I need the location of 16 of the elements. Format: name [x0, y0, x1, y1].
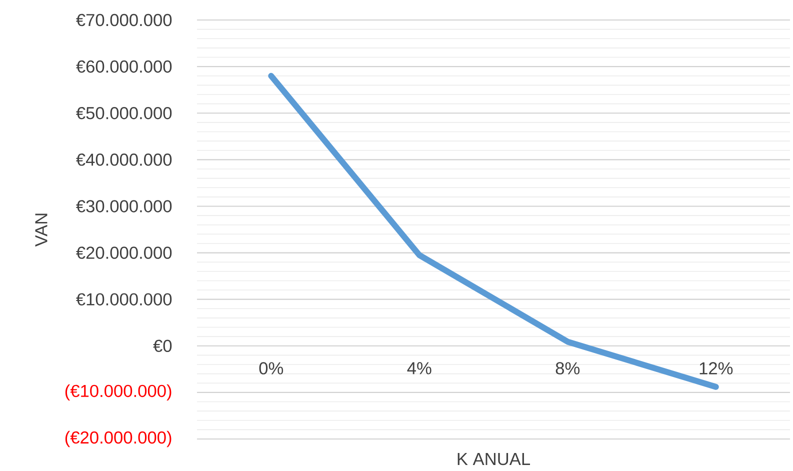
- x-axis-title: K ANUAL: [458, 453, 530, 466]
- x-tick-label: 4%: [407, 362, 432, 374]
- y-tick-label: €70.000.000: [76, 14, 172, 26]
- y-tick-label: €40.000.000: [76, 154, 172, 166]
- x-tick-label: 8%: [556, 362, 580, 374]
- y-tick-label: €20.000.000: [76, 246, 172, 259]
- y-tick-label: (€10.000.000): [65, 384, 172, 401]
- y-tick-label: €0: [153, 340, 172, 352]
- y-tick-label: €50.000.000: [76, 107, 172, 120]
- y-tick-label: €60.000.000: [76, 60, 172, 73]
- y-tick-label: €30.000.000: [76, 200, 172, 212]
- y-axis-title: VAN: [35, 214, 48, 247]
- y-tick-label: €10.000.000: [76, 293, 172, 306]
- x-tick-label: 12%: [700, 362, 733, 374]
- x-tick-label: 0%: [259, 362, 284, 374]
- y-tick-label: (€20.000.000): [65, 430, 172, 448]
